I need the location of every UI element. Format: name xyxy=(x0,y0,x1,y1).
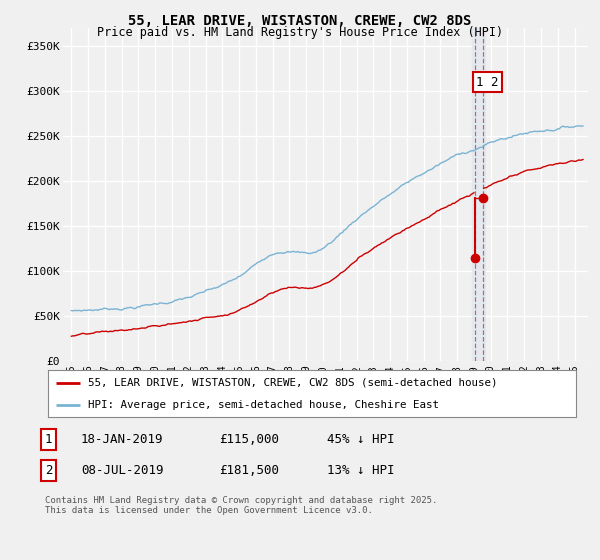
Text: HPI: Average price, semi-detached house, Cheshire East: HPI: Average price, semi-detached house,… xyxy=(88,400,439,410)
Text: 13% ↓ HPI: 13% ↓ HPI xyxy=(327,464,395,477)
Text: 18-JAN-2019: 18-JAN-2019 xyxy=(81,433,163,446)
Text: Price paid vs. HM Land Registry's House Price Index (HPI): Price paid vs. HM Land Registry's House … xyxy=(97,26,503,39)
Text: 45% ↓ HPI: 45% ↓ HPI xyxy=(327,433,395,446)
Text: 1: 1 xyxy=(45,433,53,446)
Text: 08-JUL-2019: 08-JUL-2019 xyxy=(81,464,163,477)
Text: Contains HM Land Registry data © Crown copyright and database right 2025.
This d: Contains HM Land Registry data © Crown c… xyxy=(45,496,437,515)
Text: 55, LEAR DRIVE, WISTASTON, CREWE, CW2 8DS: 55, LEAR DRIVE, WISTASTON, CREWE, CW2 8D… xyxy=(128,14,472,28)
Text: £181,500: £181,500 xyxy=(219,464,279,477)
Text: 55, LEAR DRIVE, WISTASTON, CREWE, CW2 8DS (semi-detached house): 55, LEAR DRIVE, WISTASTON, CREWE, CW2 8D… xyxy=(88,378,497,388)
Text: 1 2: 1 2 xyxy=(476,76,499,88)
Text: £115,000: £115,000 xyxy=(219,433,279,446)
Bar xyxy=(472,28,485,361)
Text: 2: 2 xyxy=(45,464,53,477)
